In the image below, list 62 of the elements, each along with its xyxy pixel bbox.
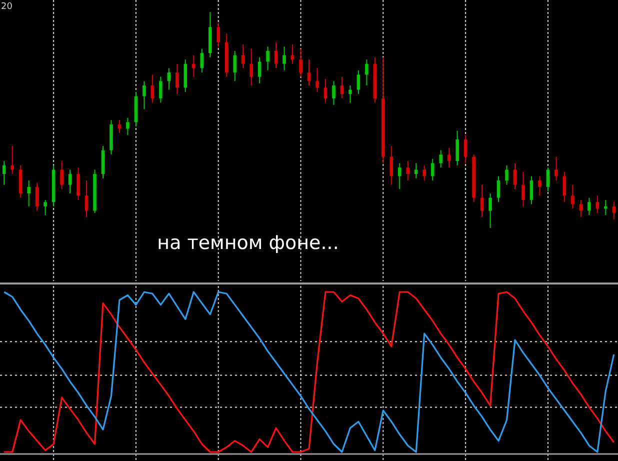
candlestick [35, 182, 39, 212]
candlestick [216, 22, 220, 48]
candlestick [554, 156, 558, 181]
candlestick [126, 117, 130, 136]
candlestick [571, 184, 574, 210]
candlestick [18, 164, 22, 198]
candlestick [439, 150, 442, 168]
candlestick [241, 44, 245, 69]
candlestick [44, 199, 47, 216]
candlestick [530, 176, 534, 205]
candlestick [299, 48, 302, 78]
candlestick [348, 84, 352, 104]
candlestick [68, 169, 72, 194]
candlestick [456, 130, 459, 166]
candlestick [546, 167, 550, 192]
candlestick [282, 46, 286, 71]
candlestick [612, 202, 616, 220]
candlestick [398, 162, 402, 190]
candlestick [356, 70, 360, 95]
candlestick [505, 164, 508, 186]
candlestick [332, 80, 336, 106]
candlestick [422, 164, 426, 181]
candlestick [159, 76, 162, 104]
candlestick [579, 199, 583, 218]
candlestick [324, 78, 328, 104]
candlestick [10, 145, 14, 174]
candlestick [538, 176, 542, 196]
candlestick [184, 59, 188, 92]
candlestick [390, 145, 394, 186]
candlestick [414, 162, 418, 179]
candlestick [496, 176, 500, 203]
candlestick [60, 160, 64, 190]
candlestick [488, 192, 492, 228]
candlestick [233, 50, 236, 82]
candlestick [266, 46, 270, 71]
candlestick [76, 167, 80, 200]
annotation: 20 [1, 2, 13, 12]
candlestick [316, 68, 319, 92]
candlestick [588, 197, 591, 216]
candlestick [274, 42, 278, 69]
candlestick [2, 160, 6, 186]
candlestick [258, 56, 262, 84]
candlestick [200, 48, 204, 73]
candlestick [176, 63, 179, 95]
candlestick [513, 162, 517, 190]
candlestick [150, 74, 154, 104]
candlestick [562, 171, 566, 203]
candlestick [192, 54, 196, 78]
candlestick [142, 80, 146, 110]
candlestick [596, 195, 600, 214]
candlestick [406, 160, 410, 181]
candlestick [365, 59, 368, 86]
candlestick [290, 44, 294, 64]
candlestick [101, 145, 105, 179]
candlestick [604, 199, 608, 216]
candlestick [447, 148, 451, 168]
candlestick [84, 180, 88, 218]
text: на темном фоне... [157, 232, 339, 254]
candlestick [430, 158, 434, 181]
candlestick [27, 180, 30, 207]
candlestick [250, 48, 253, 86]
candlestick [522, 171, 525, 207]
